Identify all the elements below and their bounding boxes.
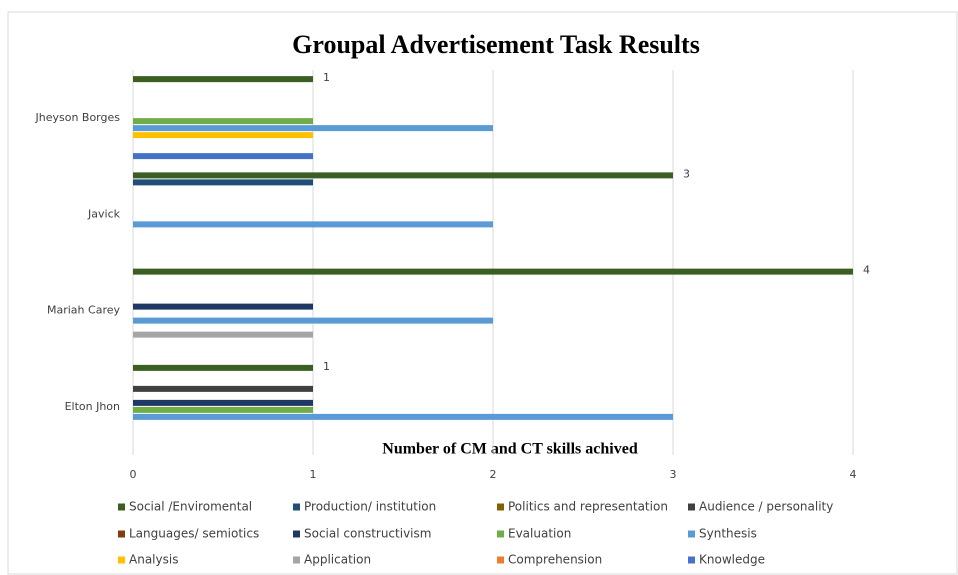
y-tick-label: Jheyson Borges [34,111,120,124]
legend-label: Audience / personality [699,500,833,514]
legend-label: Languages/ semiotics [129,527,259,541]
legend-swatch [293,556,300,564]
legend-label: Evaluation [508,527,571,541]
x-tick-label: 1 [310,468,317,481]
legend-swatch [118,556,125,564]
legend-swatch [293,530,300,538]
legend-swatch [118,530,125,538]
y-tick-label: Mariah Carey [47,304,120,317]
x-tick-label: 3 [670,468,677,481]
legend-label: Politics and representation [508,500,668,514]
y-tick-label: Javick [87,207,121,220]
legend-swatch [688,503,695,511]
bar [133,317,493,324]
bar [133,268,853,275]
bar [133,413,673,420]
bar [133,385,313,392]
chart-border [7,11,958,575]
bar [133,125,493,132]
bar [133,132,313,139]
legend-swatch [497,556,504,564]
x-tick-label: 2 [490,468,497,481]
data-label: 1 [323,360,330,373]
y-tick-label: Elton Jhon [65,400,120,413]
bar [133,303,313,310]
chart-title: Groupal Advertisement Task Results [292,30,700,59]
bar [133,153,313,160]
legend-label: Synthesis [699,527,757,541]
legend-swatch [118,503,125,511]
bar [133,364,313,371]
x-tick-label: 0 [130,468,137,481]
legend-swatch [497,503,504,511]
legend-label: Social /Enviromental [129,500,252,514]
legend-swatch [688,530,695,538]
bar [133,406,313,413]
bar [133,76,313,83]
legend-swatch [293,503,300,511]
legend-label: Production/ institution [304,500,436,514]
legend-label: Comprehension [508,553,602,567]
legend-swatch [497,530,504,538]
legend-swatch [688,556,695,564]
x-tick-label: 4 [850,468,857,481]
bar [133,331,313,338]
legend-label: Social constructivism [304,527,431,541]
legend-label: Analysis [129,553,178,567]
bar [133,118,313,125]
bar [133,172,673,179]
x-axis-title: Number of CM and CT skills achived [382,441,638,458]
data-label: 4 [863,264,870,277]
bar [133,399,313,406]
bar [133,221,493,228]
data-label: 3 [683,167,690,180]
legend-label: Knowledge [699,553,765,567]
legend-label: Application [304,553,371,567]
bar [133,179,313,186]
data-label: 1 [323,71,330,84]
